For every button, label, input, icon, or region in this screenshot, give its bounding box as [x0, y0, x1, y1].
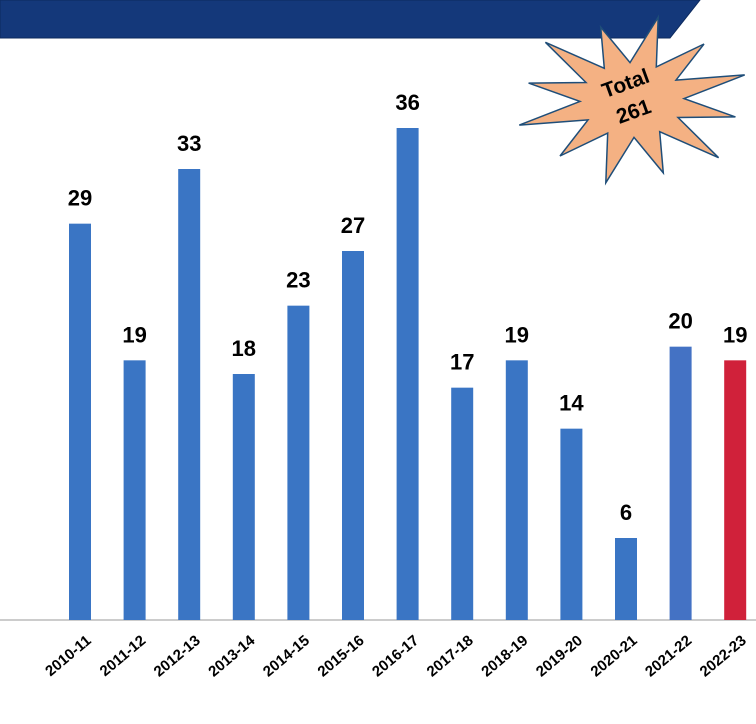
value-label: 20 — [668, 309, 692, 334]
x-tick-label: 2018-19 — [478, 632, 531, 680]
bar — [669, 346, 692, 620]
value-label: 6 — [620, 500, 632, 525]
value-label: 19 — [723, 322, 747, 347]
title-banner — [0, 0, 701, 39]
x-tick-label: 2017-18 — [424, 632, 477, 680]
bar — [615, 538, 637, 620]
x-tick-label: 2014-15 — [260, 632, 313, 680]
bar — [178, 169, 201, 620]
bar — [123, 360, 146, 620]
bar — [396, 128, 419, 620]
value-label: 36 — [395, 90, 419, 115]
x-tick-label: 2020-21 — [587, 632, 640, 680]
value-label: 29 — [68, 186, 92, 211]
bar — [287, 305, 310, 620]
x-tick-label: 2013-14 — [205, 632, 259, 681]
starburst-shape — [519, 14, 745, 186]
value-label: 27 — [341, 213, 365, 238]
bar — [69, 223, 91, 620]
x-tick-label: 2011-12 — [97, 632, 149, 680]
value-label: 19 — [122, 322, 146, 347]
x-tick-label: 2022-23 — [697, 632, 750, 680]
x-tick-label: 2019-20 — [533, 632, 586, 680]
bar — [724, 360, 747, 620]
value-label: 17 — [450, 350, 474, 375]
bar — [342, 251, 364, 620]
x-tick-label: 2010-11 — [42, 632, 94, 680]
bar — [505, 360, 528, 620]
x-tick-label: 2021-22 — [642, 632, 695, 680]
x-tick-label: 2012-13 — [151, 632, 204, 680]
value-label: 23 — [286, 268, 310, 293]
bar — [560, 428, 583, 620]
value-label: 14 — [559, 391, 584, 416]
total-starburst: Total 261 — [519, 14, 745, 186]
x-tick-label: 2016-17 — [369, 632, 422, 680]
x-tick-label: 2015-16 — [314, 632, 367, 680]
value-label: 33 — [177, 131, 201, 156]
bar — [232, 374, 255, 620]
bar — [451, 387, 474, 620]
value-label: 19 — [505, 322, 529, 347]
value-label: 18 — [232, 336, 256, 361]
